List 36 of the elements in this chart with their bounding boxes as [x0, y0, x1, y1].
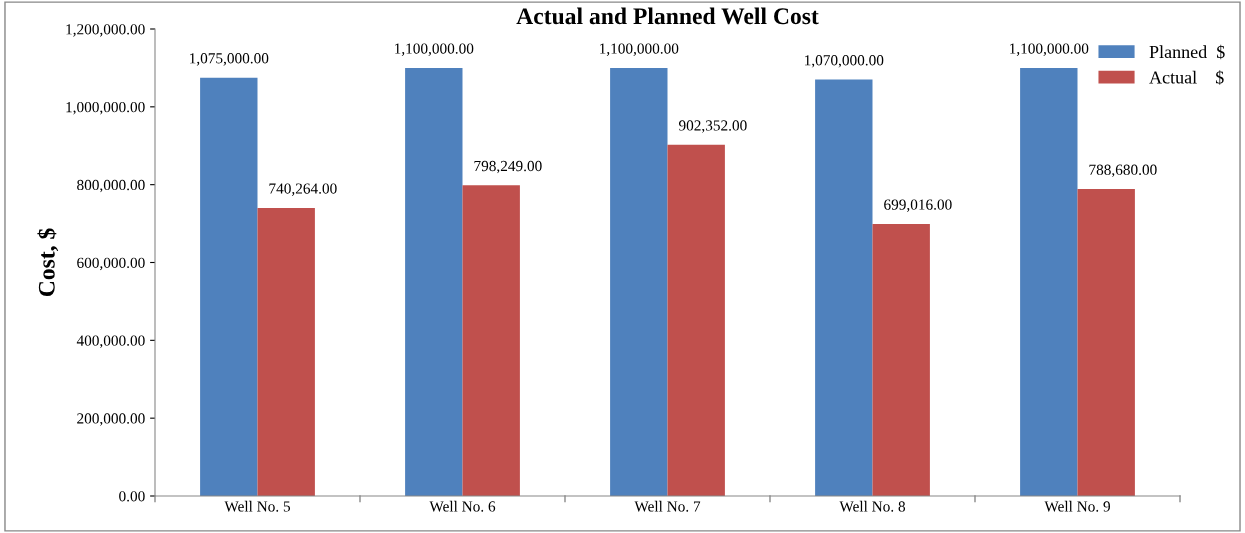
x-tick-label: Well No. 6 — [429, 500, 496, 512]
x-tick-label: Well No. 5 — [224, 500, 291, 512]
y-axis-title: Cost, $ — [37, 228, 59, 297]
data-label: 699,016.00 — [884, 199, 952, 212]
y-tick-label: 200,000.00 — [77, 413, 145, 426]
bar — [257, 207, 315, 496]
y-tick-label: 600,000.00 — [77, 257, 145, 271]
data-label: 740,264.00 — [269, 183, 337, 196]
y-tick-label: 1,000,000.00 — [66, 101, 145, 115]
bar — [872, 223, 930, 496]
bar — [405, 67, 463, 496]
data-label: 902,352.00 — [678, 120, 747, 133]
bar — [1020, 67, 1078, 496]
data-label: 788,680.00 — [1089, 164, 1157, 178]
data-label: 1,070,000.00 — [805, 55, 884, 68]
bar — [1077, 189, 1135, 496]
y-tick-label: 1,200,000.00 — [66, 24, 145, 37]
x-tick-label: Well No. 8 — [839, 500, 906, 512]
y-tick-label: 0.00 — [119, 491, 145, 502]
bar — [667, 144, 725, 496]
chart-title: Actual and Planned Well Cost — [516, 7, 819, 25]
data-label: 1,100,000.00 — [395, 43, 474, 56]
data-label: 1,100,000.00 — [1010, 43, 1089, 56]
bar — [462, 185, 520, 496]
y-tick-label: 800,000.00 — [77, 179, 145, 193]
bar — [815, 79, 873, 496]
x-tick-label: Well No. 7 — [634, 500, 701, 512]
bar — [200, 77, 258, 496]
x-tick-label: Well No. 9 — [1044, 500, 1110, 512]
bar — [610, 67, 668, 496]
data-label: 798,249.00 — [474, 160, 542, 174]
legend-label: Planned $ — [1149, 44, 1225, 60]
legend-label: Actual $ — [1149, 70, 1224, 85]
data-label: 1,100,000.00 — [600, 43, 679, 56]
data-label: 1,075,000.00 — [190, 53, 269, 66]
y-tick-label: 400,000.00 — [76, 335, 145, 348]
